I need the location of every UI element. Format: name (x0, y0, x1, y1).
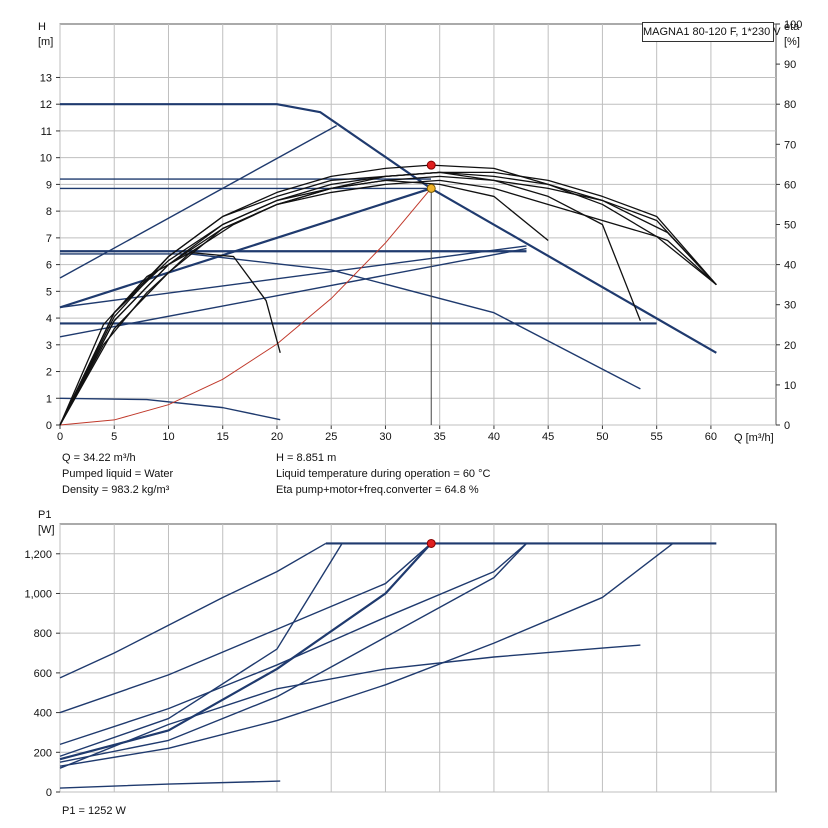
eta-tick-label: 20 (784, 340, 796, 352)
y-tick-label: 8 (46, 206, 52, 218)
y-tick-label: 11 (41, 126, 52, 138)
x-tick-label: 30 (379, 431, 391, 443)
info-efficiency: Eta pump+motor+freq.converter = 64.8 % (276, 484, 479, 496)
head-curve (59, 187, 432, 309)
head-plot-frame (59, 23, 777, 426)
power-axis-label: P1 (38, 509, 51, 521)
x-tick-label: 10 (162, 431, 174, 443)
eta-curve (59, 171, 641, 426)
y-tick-label: 0 (46, 420, 52, 432)
power-tick-label: 600 (34, 668, 52, 680)
info-head: H = 8.851 m (276, 452, 337, 464)
x-tick-label: 60 (705, 431, 717, 443)
p1-readout: P1 = 1252 W (62, 805, 126, 817)
y-tick-label: 9 (46, 179, 52, 191)
eta-axis-label: eta (784, 21, 800, 33)
y-tick-label: 12 (40, 99, 52, 111)
system-curve (59, 188, 432, 426)
eta-tick-label: 60 (784, 179, 796, 191)
x-tick-label: 0 (57, 431, 63, 443)
y-tick-label: 4 (46, 313, 52, 325)
head-curve (60, 253, 641, 390)
model-label: MAGNA1 80-120 F, 1*230 V (642, 22, 781, 42)
eta-tick-label: 0 (784, 420, 790, 432)
y-tick-label: 1 (46, 393, 52, 405)
x-tick-label: 40 (488, 431, 500, 443)
y-tick-label: 3 (46, 340, 52, 352)
x-tick-label: 20 (271, 431, 283, 443)
head-axis-label: H (38, 21, 46, 33)
power-curve (59, 542, 674, 767)
power-tick-label: 200 (34, 747, 52, 759)
x-tick-label: 25 (325, 431, 337, 443)
x-tick-label: 5 (111, 431, 117, 443)
eta-tick-label: 80 (784, 99, 796, 111)
eta-curve (59, 251, 281, 426)
power-curve (59, 542, 527, 763)
eta-point (426, 160, 436, 170)
eta-curve (59, 179, 549, 426)
power-curve (59, 542, 432, 761)
y-tick-label: 2 (46, 367, 52, 379)
power-tick-label: 800 (34, 628, 52, 640)
eta-unit-label: [%] (784, 36, 800, 48)
head-curve (59, 247, 527, 338)
info-density: Density = 983.2 kg/m³ (62, 484, 170, 496)
eta-tick-label: 50 (784, 220, 796, 232)
head-curve (60, 103, 717, 354)
head-curve (59, 397, 281, 421)
eta-tick-label: 100 (784, 19, 802, 31)
power-unit-label: [W] (38, 524, 55, 536)
x-tick-label: 55 (651, 431, 663, 443)
x-tick-label: 45 (542, 431, 554, 443)
head-plot-area: 0 5 10 15 20 25 30 35 40 45 50 55 600123456789101112… (40, 19, 803, 443)
power-curve (59, 543, 343, 757)
info-flow: Q = 34.22 m³/h (62, 452, 136, 464)
eta-tick-label: 10 (784, 380, 796, 392)
power-curve (59, 644, 641, 769)
x-tick-label: 50 (596, 431, 608, 443)
power-curve (59, 780, 281, 789)
eta-tick-label: 70 (784, 139, 796, 151)
power-curve (59, 542, 327, 679)
y-tick-label: 5 (46, 286, 52, 298)
x-tick-label: 15 (217, 431, 229, 443)
power-tick-label: 1,000 (24, 588, 52, 600)
power-curve (59, 542, 432, 714)
power-operating-point (426, 538, 436, 548)
y-tick-label: 13 (40, 72, 52, 84)
y-tick-label: 6 (46, 260, 52, 272)
x-axis-label: Q [m³/h] (734, 432, 774, 444)
eta-tick-label: 40 (784, 260, 796, 272)
head-curve (59, 124, 337, 279)
power-curve (59, 542, 527, 746)
info-liquid: Pumped liquid = Water (62, 468, 174, 480)
y-tick-label: 10 (40, 153, 52, 165)
operating-point (426, 183, 436, 193)
eta-tick-label: 30 (784, 300, 796, 312)
y-tick-label: 7 (46, 233, 52, 245)
x-tick-label: 35 (434, 431, 446, 443)
eta-tick-label: 90 (784, 59, 796, 71)
head-unit-label: [m] (38, 36, 53, 48)
power-tick-label: 1,200 (24, 549, 52, 561)
power-tick-label: 0 (46, 787, 52, 799)
power-plot-area: 0 200 400 600 800 1,000 1,200 (24, 523, 777, 799)
info-temperature: Liquid temperature during operation = 60… (276, 468, 491, 480)
power-tick-label: 400 (34, 708, 52, 720)
